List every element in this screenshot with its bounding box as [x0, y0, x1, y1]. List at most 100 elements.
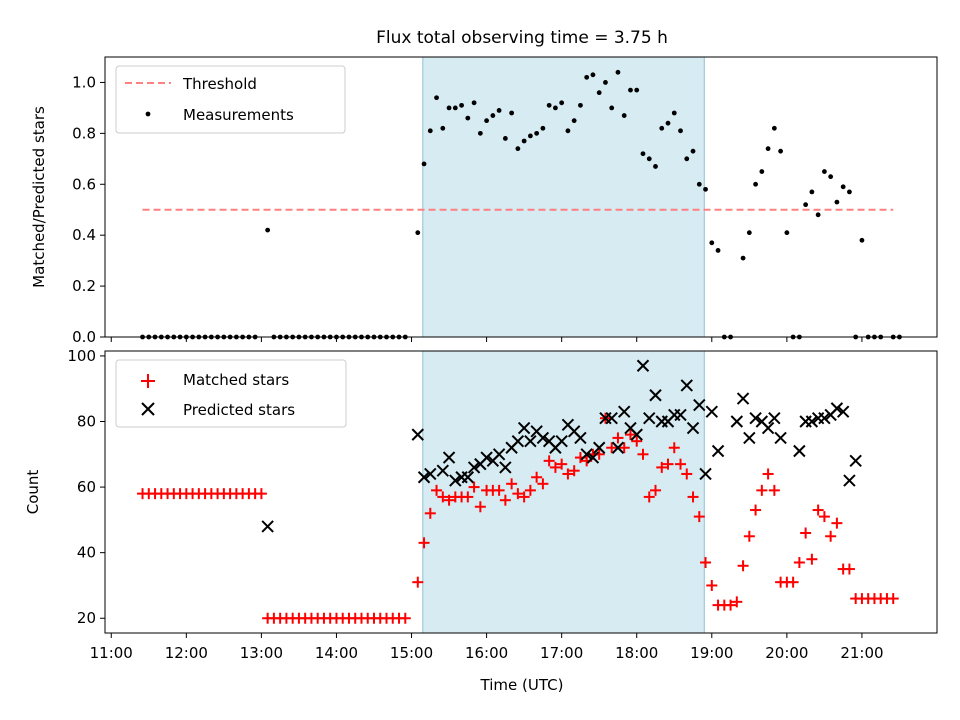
- matched-star-marker: [756, 484, 768, 496]
- predicted-star-marker: [442, 451, 456, 464]
- predicted-star-marker: [818, 412, 831, 425]
- predicted-star-marker: [499, 461, 512, 474]
- matched-star-marker: [768, 484, 780, 496]
- predicted-star-marker: [805, 415, 819, 428]
- measurement-point: [778, 148, 784, 154]
- measurement-point: [765, 146, 771, 152]
- predicted-star-marker: [580, 448, 593, 461]
- matched-stars-legend-swatch: [141, 374, 155, 388]
- measurement-point: [509, 110, 515, 116]
- measurement-point: [553, 105, 558, 111]
- ratio-x-ticks: [110, 337, 863, 342]
- predicted-star-marker: [417, 471, 431, 484]
- count-panel: 20 40 60 80 100 11:00 12:00 13:00 14:00 15:00 16:…: [24, 347, 938, 662]
- matched-star-marker: [750, 504, 762, 516]
- predicted-star-marker: [411, 428, 424, 441]
- predicted-star-marker: [749, 412, 762, 425]
- matched-star-marker: [474, 501, 486, 513]
- measurement-point: [596, 90, 602, 96]
- ratio-panel: 0.0 0.2 0.4 0.6 0.8 1.0 Matched/Predicted sta…: [30, 56, 938, 346]
- predicted-star-marker: [592, 441, 606, 454]
- matched-star-marker: [531, 471, 543, 483]
- y-tick-label: 40: [77, 544, 96, 562]
- predicted-star-marker: [705, 405, 719, 418]
- count-plot-frame: [104, 350, 938, 634]
- measurement-point: [265, 227, 271, 233]
- measurement-point: [496, 108, 502, 113]
- x-tick-label: 13:00: [240, 644, 283, 662]
- matched-star-marker: [800, 527, 812, 539]
- matched-star-marker: [843, 563, 855, 575]
- matched-star-marker: [618, 442, 630, 454]
- matched-star-marker: [506, 478, 518, 490]
- matched-star-marker: [412, 576, 424, 588]
- y-tick-label: 0.0: [72, 328, 96, 346]
- measurement-point: [415, 230, 421, 236]
- matched-star-marker: [675, 458, 687, 470]
- matched-star-marker: [462, 491, 474, 503]
- predicted-star-marker: [730, 415, 744, 428]
- measurement-point: [659, 125, 665, 131]
- y-tick-label: 1.0: [72, 73, 96, 91]
- matched-star-marker: [743, 530, 755, 542]
- matched-star-marker: [762, 468, 774, 480]
- measurement-point: [559, 100, 565, 106]
- measurement-point: [421, 161, 427, 167]
- legend-matched-stars-label: Matched stars: [183, 371, 289, 389]
- y-tick-label: 0.8: [72, 124, 96, 142]
- measurement-point: [690, 148, 696, 154]
- matched-star-marker: [649, 484, 661, 496]
- matched-star-marker: [512, 488, 524, 500]
- predicted-star-marker: [492, 448, 506, 461]
- legend-threshold-label: Threshold: [182, 75, 257, 93]
- predicted-star-marker: [774, 431, 787, 445]
- measurement-point: [534, 130, 540, 136]
- measurement-point: [565, 128, 571, 134]
- matched-star-marker: [443, 494, 455, 506]
- predicted-star-marker: [761, 421, 775, 435]
- x-tick-label: 16:00: [465, 644, 508, 662]
- measurement-point: [646, 156, 652, 162]
- measurement-point: [578, 102, 583, 108]
- matched-star-marker: [662, 458, 674, 470]
- matched-star-marker: [725, 599, 737, 611]
- measurement-point: [628, 87, 633, 93]
- matched-star-marker: [787, 576, 799, 588]
- predicted-star-marker: [674, 408, 687, 422]
- measurement-point: [502, 136, 508, 141]
- predicted-star-marker: [711, 444, 725, 458]
- y-tick-label: 20: [77, 609, 96, 627]
- count-y-axis-label: Count: [24, 470, 42, 515]
- predicted-star-marker: [836, 405, 850, 418]
- measurement-point: [753, 181, 758, 187]
- x-tick-label: 21:00: [840, 644, 883, 662]
- measurement-point: [465, 115, 471, 121]
- measurement-point: [603, 80, 608, 85]
- matched-stars-series: [137, 412, 899, 624]
- y-tick-label: 60: [77, 478, 96, 496]
- predicted-star-marker: [461, 471, 475, 484]
- measurement-point: [803, 202, 809, 208]
- matched-star-marker: [255, 488, 267, 500]
- matched-star-marker: [706, 579, 718, 591]
- ratio-legend-box: [115, 65, 346, 134]
- x-tick-label: 17:00: [540, 644, 583, 662]
- measurement-point: [615, 69, 621, 75]
- measurement-point: [584, 74, 590, 80]
- measurements-series: [140, 69, 902, 340]
- observing-window-band: [422, 350, 705, 634]
- legend-measurements-label: Measurements: [183, 106, 294, 124]
- measurement-point: [434, 95, 439, 101]
- predicted-star-marker: [574, 431, 587, 445]
- matched-star-marker: [437, 491, 449, 503]
- matched-star-marker: [825, 530, 837, 542]
- matched-star-marker: [424, 507, 436, 519]
- measurement-point: [440, 125, 446, 131]
- y-tick-label: 100: [67, 347, 96, 365]
- matched-star-marker: [549, 461, 561, 473]
- x-tick-label: 14:00: [315, 644, 358, 662]
- predicted-star-marker: [511, 434, 525, 448]
- x-axis-label: Time (UTC): [480, 676, 564, 694]
- matched-star-marker: [556, 458, 568, 470]
